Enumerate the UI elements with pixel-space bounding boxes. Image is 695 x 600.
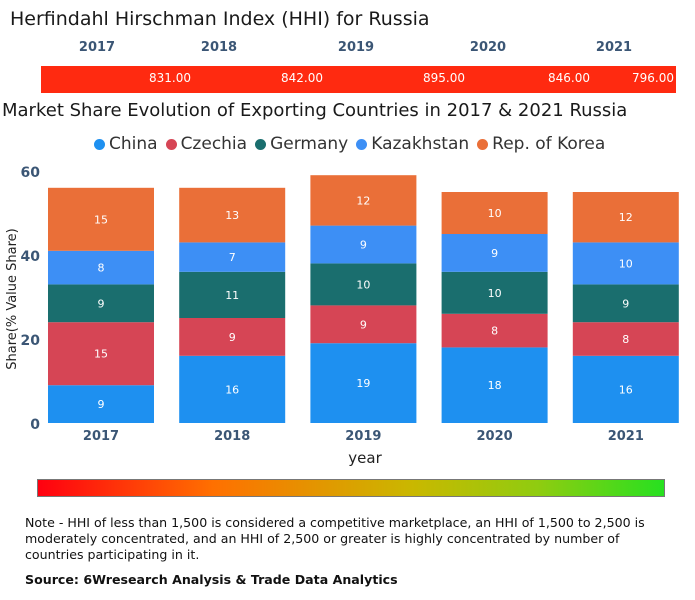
legend-label-china: China <box>109 134 158 154</box>
legend-dot-rep-of-korea <box>477 138 489 150</box>
bar-germany-2017 <box>48 284 154 323</box>
legend-dot-germany <box>255 138 267 150</box>
x-tick-label-2017: 2017 <box>83 429 119 444</box>
bar-kazakhstan-2018 <box>179 242 286 272</box>
bar-germany-2021 <box>572 284 679 323</box>
y-tick-label-40: 40 <box>21 249 41 265</box>
x-tick-label-2021: 2021 <box>608 429 644 444</box>
x-tick-label-2019: 2019 <box>345 429 381 444</box>
bar-kazakhstan-2020 <box>441 234 548 272</box>
data-label-china-2017: 9 <box>98 398 105 411</box>
bar-rep-of-korea-2019 <box>310 175 417 226</box>
data-label-germany-2019: 10 <box>356 278 370 291</box>
bar-rep-of-korea-2018 <box>179 187 286 243</box>
data-label-germany-2018: 11 <box>225 289 239 302</box>
source-text: Source: 6Wresearch Analysis & Trade Data… <box>25 572 398 587</box>
data-label-germany-2021: 9 <box>622 297 629 310</box>
hhi-value-2018: 842.00 <box>281 71 323 85</box>
data-label-rep-of-korea-2018: 13 <box>225 209 239 222</box>
hhi-year-2020: 2020 <box>469 40 507 55</box>
bar-china-2017 <box>48 385 154 423</box>
bar-czechia-2017 <box>48 322 154 386</box>
hhi-bar: 831.00 842.00 895.00 846.00 796.00 <box>41 66 676 93</box>
hhi-year-2018: 2018 <box>200 40 238 55</box>
hhi-value-2021: 796.00 <box>632 71 674 85</box>
bar-rep-of-korea-2021 <box>572 192 679 243</box>
bar-china-2021 <box>572 355 679 423</box>
bar-germany-2019 <box>310 263 417 306</box>
data-label-china-2020: 18 <box>488 379 502 392</box>
legend-dot-kazakhstan <box>356 138 368 150</box>
data-label-rep-of-korea-2021: 12 <box>619 211 633 224</box>
legend-item-germany[interactable]: Germany <box>255 134 348 154</box>
legend-label-czechia: Czechia <box>180 134 248 154</box>
legend-label-kazakhstan: Kazakhstan <box>371 134 470 154</box>
data-label-kazakhstan-2021: 10 <box>619 257 633 270</box>
hhi-year-2021: 2021 <box>595 40 633 55</box>
y-axis-title: Share(% Value Share) <box>5 228 20 370</box>
x-tick-label-2020: 2020 <box>477 429 513 444</box>
legend-item-china[interactable]: China <box>94 134 158 154</box>
bar-kazakhstan-2019 <box>310 225 417 264</box>
bar-czechia-2018 <box>179 318 286 356</box>
bar-kazakhstan-2017 <box>48 250 154 285</box>
bar-rep-of-korea-2020 <box>441 192 548 234</box>
stacked-bar-chart: 0 20 40 60 Share(% Value Share) year 9 15 9 8 15 20… <box>5 165 679 467</box>
data-label-rep-of-korea-2020: 10 <box>488 207 502 220</box>
note-text: Note - HHI of less than 1,500 is conside… <box>25 515 645 562</box>
data-label-czechia-2019: 9 <box>360 318 367 331</box>
data-label-kazakhstan-2019: 9 <box>360 239 367 252</box>
data-label-germany-2020: 10 <box>488 287 502 300</box>
data-label-czechia-2021: 8 <box>622 333 629 346</box>
legend-item-czechia[interactable]: Czechia <box>165 134 248 154</box>
hhi-year-2019: 2019 <box>337 40 375 55</box>
hhi-value-2020: 846.00 <box>548 71 590 85</box>
data-label-china-2021: 16 <box>619 383 633 396</box>
bar-germany-2018 <box>179 271 286 318</box>
chart-legend: China Czechia Germany Kazakhstan Rep. of… <box>94 133 613 155</box>
legend-dot-czechia <box>165 138 177 150</box>
data-label-czechia-2020: 8 <box>491 325 498 338</box>
data-label-kazakhstan-2018: 7 <box>229 251 236 264</box>
data-label-kazakhstan-2020: 9 <box>491 247 498 260</box>
bar-czechia-2021 <box>572 322 679 356</box>
data-label-kazakhstan-2017: 8 <box>98 262 105 275</box>
bar-czechia-2019 <box>310 305 417 344</box>
hhi-title: Herfindahl Hirschman Index (HHI) for Rus… <box>10 8 430 30</box>
bar-kazakhstan-2021 <box>572 242 679 285</box>
bar-rep-of-korea-2017 <box>48 187 154 251</box>
hhi-color-scale <box>37 479 665 497</box>
y-tick-label-60: 60 <box>21 165 41 181</box>
data-label-rep-of-korea-2019: 12 <box>356 194 370 207</box>
hhi-year-2017: 2017 <box>78 40 116 55</box>
hhi-value-2019: 895.00 <box>423 71 465 85</box>
bar-germany-2020 <box>441 271 548 314</box>
x-tick-label-2018: 2018 <box>214 429 250 444</box>
hhi-value-2017: 831.00 <box>149 71 191 85</box>
x-axis-title: year <box>348 449 382 467</box>
legend-dot-china <box>94 138 105 150</box>
bar-china-2018 <box>179 355 286 423</box>
legend-item-kazakhstan[interactable]: Kazakhstan <box>356 134 469 154</box>
legend-label-germany: Germany <box>270 134 349 154</box>
data-label-rep-of-korea-2017: 15 <box>94 213 108 226</box>
bar-china-2019 <box>310 343 417 423</box>
legend-label-rep-of-korea: Rep. of Korea <box>492 134 606 154</box>
data-label-china-2019: 19 <box>356 377 370 390</box>
legend-item-rep-of-korea[interactable]: Rep. of Korea <box>477 134 605 154</box>
y-tick-label-0: 0 <box>30 417 40 433</box>
bar-czechia-2020 <box>441 313 548 348</box>
chart-title: Market Share Evolution of Exporting Coun… <box>2 100 628 121</box>
bar-china-2020 <box>441 347 548 423</box>
data-label-czechia-2017: 15 <box>94 348 108 361</box>
data-label-germany-2017: 9 <box>98 297 105 310</box>
y-tick-label-20: 20 <box>21 333 41 349</box>
data-label-czechia-2018: 9 <box>229 331 236 344</box>
data-label-china-2018: 16 <box>225 383 239 396</box>
